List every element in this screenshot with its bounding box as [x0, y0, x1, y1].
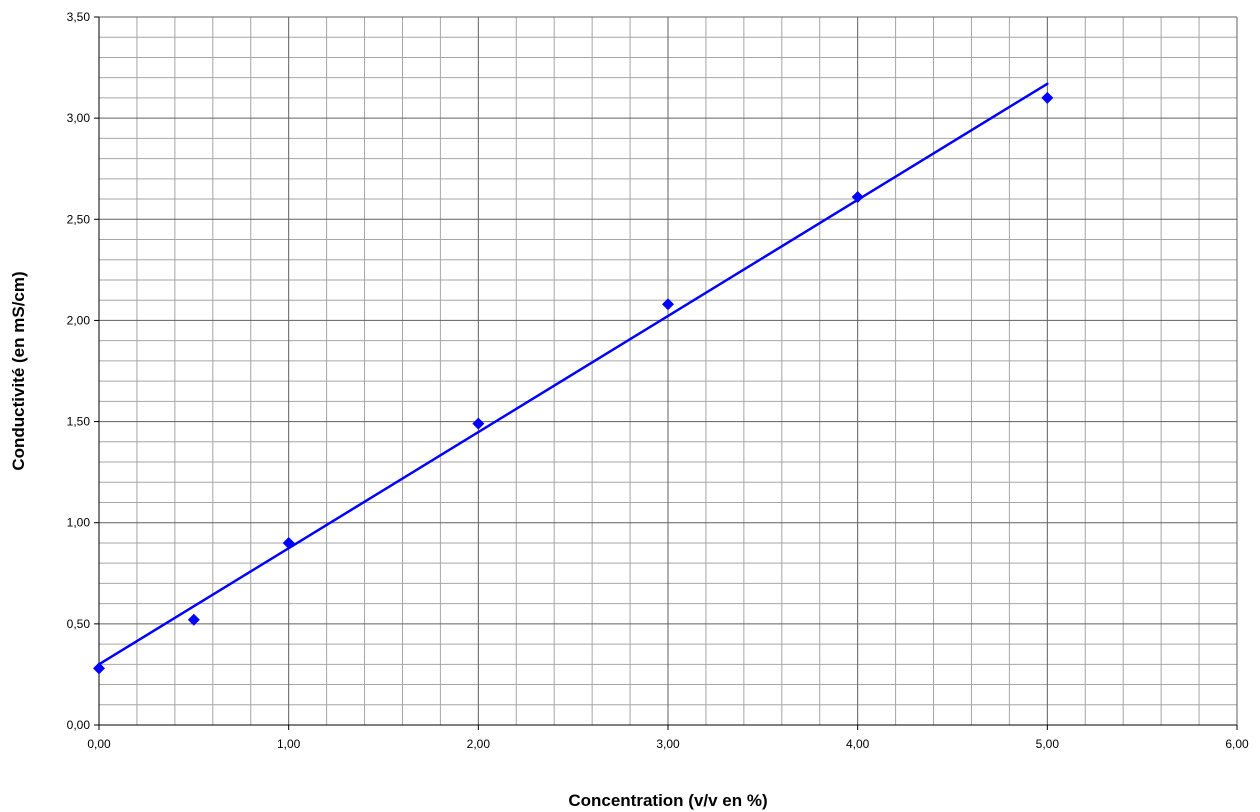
y-tick-label: 3,00 [67, 111, 91, 125]
axes [94, 16, 1238, 730]
y-tick-label: 0,00 [67, 718, 91, 732]
y-tick-label: 0,50 [67, 617, 91, 631]
grid [99, 16, 1238, 725]
y-tick-label: 1,00 [67, 516, 91, 530]
data-point-marker [472, 417, 485, 430]
x-tick-label: 3,00 [656, 737, 680, 751]
data-point-marker [282, 536, 295, 549]
data-points [93, 91, 1054, 675]
x-tick-label: 2,00 [467, 737, 491, 751]
x-tick-label: 4,00 [846, 737, 870, 751]
x-tick-labels: 0,00 1,00 2,00 3,00 4,00 5,00 6,00 [87, 737, 1249, 751]
y-axis-title: Conductivité (en mS/cm) [9, 271, 28, 470]
y-tick-label: 2,00 [67, 313, 91, 327]
y-tick-labels: 0,00 0,50 1,00 1,50 2,00 2,50 3,00 3,50 [67, 10, 91, 732]
data-point-marker [851, 191, 864, 204]
x-tick-label: 0,00 [87, 737, 111, 751]
data-point-marker [93, 662, 105, 675]
data-point-marker [1041, 91, 1054, 104]
trendline-group [97, 82, 1049, 666]
x-tick-label: 6,00 [1225, 737, 1249, 751]
x-tick-label: 1,00 [277, 737, 301, 751]
y-tick-label: 2,50 [67, 212, 91, 226]
y-tick-label: 3,50 [67, 10, 91, 24]
trendline [97, 82, 1049, 666]
x-tick-label: 5,00 [1036, 737, 1060, 751]
y-tick-label: 1,50 [67, 415, 91, 429]
x-axis-title: Concentration (v/v en %) [568, 791, 767, 810]
data-point-marker [662, 298, 674, 311]
data-point-marker [187, 613, 200, 626]
